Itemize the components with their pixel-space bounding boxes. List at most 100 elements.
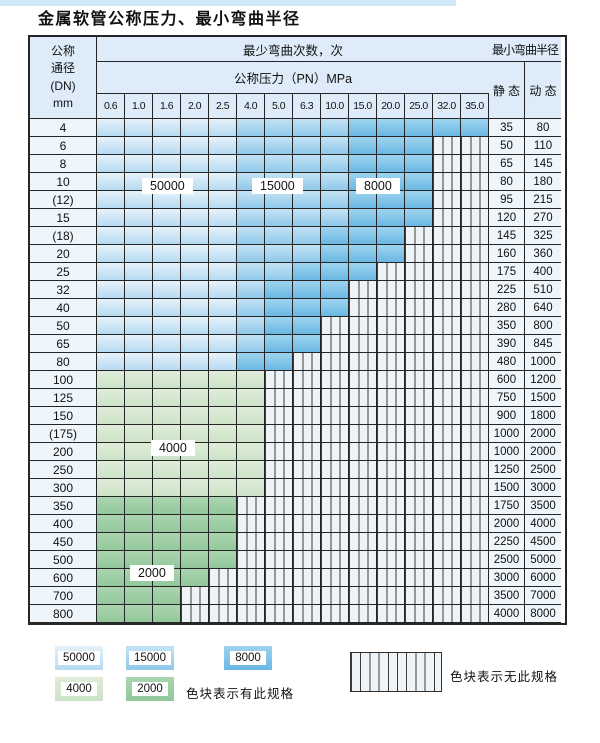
table-row: 400 2000 4000 (30, 515, 565, 533)
pressure-cell (461, 209, 489, 227)
pressure-cell (377, 425, 405, 443)
table-row: 125 750 1500 (30, 389, 565, 407)
table-row: 800 4000 8000 (30, 605, 565, 623)
static-value-cell: 280 (489, 299, 525, 317)
pressure-cell (433, 551, 461, 569)
pressure-cell (97, 263, 125, 281)
dn-header-line: 公称 (50, 43, 75, 58)
pressure-cell (321, 479, 349, 497)
zone-label: 8000 (356, 178, 400, 194)
pressure-tick-label: 1.6 (153, 94, 181, 119)
pressure-cell (405, 389, 433, 407)
pressure-cell (377, 137, 405, 155)
static-value-cell: 1000 (489, 443, 525, 461)
pressure-cell (377, 407, 405, 425)
pressure-cell (293, 425, 321, 443)
pressure-cell (321, 155, 349, 173)
table-row: 150 900 1800 (30, 407, 565, 425)
pressure-cell (209, 191, 237, 209)
pressure-cell (293, 407, 321, 425)
pressure-cell (209, 605, 237, 623)
pressure-cell (97, 191, 125, 209)
legend-no-spec-text: 色块表示无此规格 (450, 670, 559, 684)
pressure-cell (377, 587, 405, 605)
pressure-cell (349, 407, 377, 425)
pressure-cell (237, 569, 265, 587)
pressure-cell (349, 605, 377, 623)
pressure-cell (321, 425, 349, 443)
pressure-cell (433, 569, 461, 587)
pressure-cell (293, 479, 321, 497)
pressure-cell (237, 389, 265, 407)
pressure-cell (265, 263, 293, 281)
pressure-cell (181, 515, 209, 533)
pressure-cell (461, 533, 489, 551)
pressure-cell (237, 263, 265, 281)
pressure-cell (377, 317, 405, 335)
pressure-cell (293, 551, 321, 569)
legend-swatch-15000: 15000 (126, 646, 174, 670)
table-row: 20 160 360 (30, 245, 565, 263)
pressure-cell (321, 119, 349, 137)
pressure-cell (209, 479, 237, 497)
pressure-cell (405, 515, 433, 533)
pressure-cell (153, 497, 181, 515)
pressure-cell (293, 209, 321, 227)
pressure-bend-radius-table: 公称 通径 (DN) mm 最少弯曲次数，次 公称压力（PN）MPa 0.6 1.0 1.… (28, 35, 567, 625)
pressure-cell (377, 281, 405, 299)
pressure-cell (237, 461, 265, 479)
pressure-cell (125, 299, 153, 317)
pressure-cell (405, 173, 433, 191)
dynamic-value-cell: 5000 (525, 551, 561, 569)
static-value-cell: 1500 (489, 479, 525, 497)
pressure-cell (181, 533, 209, 551)
pressure-cell (293, 461, 321, 479)
dn-cell: 8 (30, 155, 97, 173)
pressure-cell (125, 209, 153, 227)
static-header: 静 态 (489, 62, 525, 119)
pressure-cell (433, 245, 461, 263)
pressure-cell (405, 605, 433, 623)
pressure-cell (125, 227, 153, 245)
pressure-cell (125, 389, 153, 407)
pressure-tick-label: 32.0 (433, 94, 461, 119)
pressure-cell (97, 407, 125, 425)
legend-swatch-2000: 2000 (126, 677, 174, 701)
pressure-cell (181, 605, 209, 623)
dn-cell: 700 (30, 587, 97, 605)
pressure-cell (125, 371, 153, 389)
pressure-cell (153, 245, 181, 263)
table-row: 25 175 400 (30, 263, 565, 281)
pressure-cell (461, 497, 489, 515)
pressure-cell (349, 209, 377, 227)
dynamic-value-cell: 2000 (525, 443, 561, 461)
dynamic-value-cell: 145 (525, 155, 561, 173)
pressure-cell (153, 299, 181, 317)
static-value-cell: 35 (489, 119, 525, 137)
dn-cell: 450 (30, 533, 97, 551)
pressure-cell (405, 407, 433, 425)
pressure-cell (293, 281, 321, 299)
pressure-cell (293, 155, 321, 173)
dn-cell: 15 (30, 209, 97, 227)
pressure-cell (153, 281, 181, 299)
pressure-cell (153, 227, 181, 245)
dynamic-value-cell: 4500 (525, 533, 561, 551)
pressure-cell (153, 335, 181, 353)
legend-swatch-label: 50000 (58, 651, 100, 665)
pressure-cell (377, 209, 405, 227)
pressure-cell (377, 227, 405, 245)
pressure-cell (293, 299, 321, 317)
pressure-cell (461, 425, 489, 443)
pressure-tick-label: 0.6 (97, 94, 125, 119)
pressure-cell (237, 191, 265, 209)
pressure-cell (265, 371, 293, 389)
table-row: 700 3500 7000 (30, 587, 565, 605)
dn-cell: (18) (30, 227, 97, 245)
pressure-cell (209, 443, 237, 461)
dn-header-line: (DN) (50, 78, 76, 93)
pressure-cell (125, 461, 153, 479)
pressure-cell (349, 515, 377, 533)
pressure-cell (181, 263, 209, 281)
pressure-cell (265, 155, 293, 173)
